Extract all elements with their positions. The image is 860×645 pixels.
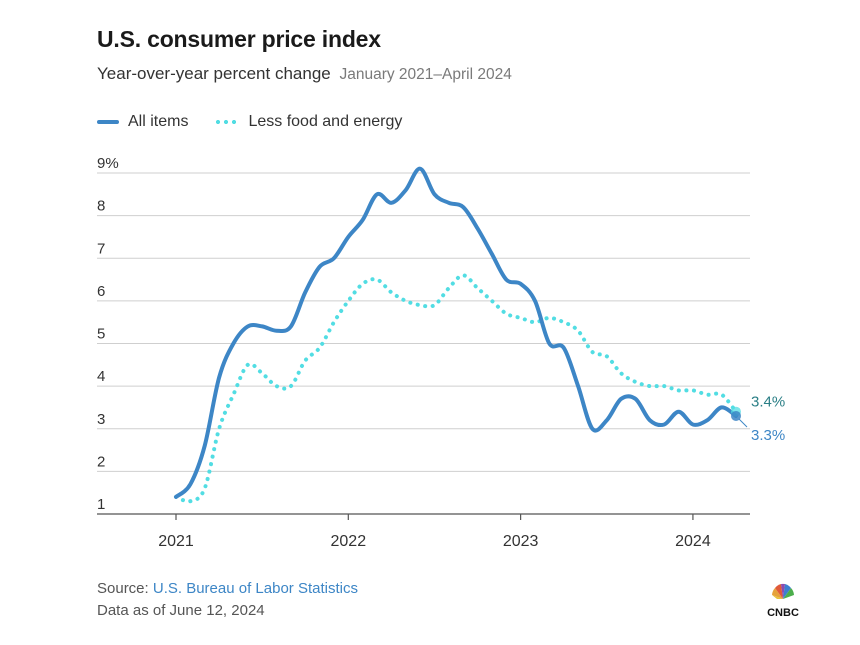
- logo-text: CNBC: [767, 607, 799, 619]
- endpoint-marker-all-items: [731, 410, 741, 421]
- x-tick-label: 2024: [675, 533, 711, 550]
- subtitle-text: Year-over-year percent change: [97, 64, 331, 83]
- end-label-leader: [738, 418, 748, 428]
- y-tick-label: 1: [97, 496, 105, 513]
- chart-subtitle: Year-over-year percent change January 20…: [97, 64, 512, 84]
- legend-item-core: Less food and energy: [214, 113, 402, 131]
- legend-swatch-dotted: [214, 120, 237, 124]
- y-tick-label: 6: [97, 283, 105, 300]
- y-tick-label: 3: [97, 411, 105, 428]
- end-label-all-items: 3.3%: [751, 427, 785, 444]
- y-tick-label: 2: [97, 453, 105, 470]
- y-tick-label: 8: [97, 198, 105, 215]
- source-link[interactable]: U.S. Bureau of Labor Statistics: [152, 580, 358, 597]
- y-tick-label: 9%: [97, 155, 119, 172]
- y-tick-label: 4: [97, 368, 105, 385]
- y-tick-label: 5: [97, 326, 105, 343]
- x-tick-label: 2022: [331, 533, 367, 550]
- legend-swatch-solid: [97, 120, 119, 124]
- cnbc-logo: CNBC: [767, 583, 799, 619]
- chart-title: U.S. consumer price index: [97, 26, 381, 52]
- y-tick-label: 7: [97, 240, 105, 257]
- end-label-less-food-and-energy: 3.4%: [751, 394, 785, 411]
- legend-label-core: Less food and energy: [248, 113, 403, 130]
- legend-item-all-items: All items: [97, 113, 188, 131]
- legend: All items Less food and energy: [97, 113, 428, 131]
- x-tick-label: 2021: [158, 533, 194, 550]
- source-prefix: Source:: [97, 580, 153, 597]
- source-line: Source: U.S. Bureau of Labor Statistics: [97, 580, 358, 597]
- series-line-all-items: [174, 166, 738, 499]
- x-tick-label: 2023: [503, 533, 539, 550]
- legend-label-all-items: All items: [128, 113, 189, 130]
- peacock-icon: [772, 583, 794, 599]
- subtitle-range: January 2021–April 2024: [339, 66, 512, 83]
- data-as-of: Data as of June 12, 2024: [97, 602, 265, 619]
- series-line-less-food-and-energy: [174, 273, 738, 504]
